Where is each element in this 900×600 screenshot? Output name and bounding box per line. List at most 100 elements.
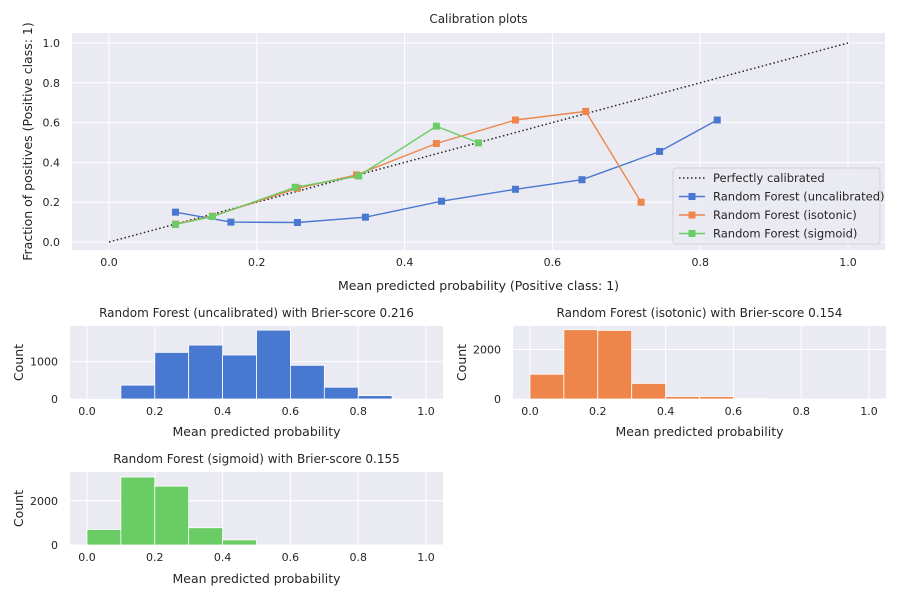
x-tick-label: 0.8	[792, 405, 810, 418]
data-point	[227, 218, 235, 226]
legend-swatch-marker	[688, 193, 696, 200]
x-tick-label: 0.2	[248, 256, 266, 269]
y-tick-label: 0	[494, 393, 501, 406]
x-tick-label: 0.2	[146, 551, 164, 564]
y-axis-label: Fraction of positives (Positive class: 1…	[20, 22, 35, 261]
x-tick-label: 0.4	[396, 256, 414, 269]
y-tick-label: 0.2	[43, 196, 61, 209]
x-tick-label: 0.4	[214, 551, 232, 564]
histogram-bar	[120, 384, 156, 400]
bars	[529, 329, 768, 400]
x-tick-label: 0.6	[725, 405, 743, 418]
data-point	[637, 198, 645, 206]
histogram-sigmoid: 0.0 0.2 0.4 0.6 0.8 1.0 0 2000 Random Forest (si…	[11, 452, 443, 586]
histogram-bar	[154, 351, 190, 400]
y-tick-label: 0	[51, 393, 58, 406]
histogram-bar	[563, 329, 599, 400]
histogram-bar	[188, 527, 223, 546]
x-axis-label: Mean predicted probability	[616, 424, 785, 439]
legend-box	[672, 167, 881, 245]
y-tick-label: 2000	[473, 344, 501, 357]
data-point	[171, 208, 179, 216]
data-point	[656, 147, 664, 155]
histogram-bar	[665, 396, 700, 400]
x-tick-label: 1.0	[860, 405, 878, 418]
y-axis-label: Count	[454, 344, 469, 381]
histogram-bar	[529, 373, 565, 400]
x-tick-label: 0.6	[282, 551, 300, 564]
histogram-bar	[290, 364, 325, 400]
data-point	[293, 219, 301, 227]
data-point	[582, 107, 590, 115]
y-tick-label: 0.4	[43, 156, 61, 169]
data-point	[432, 122, 440, 130]
legend-label: Random Forest (sigmoid)	[713, 227, 857, 241]
calibration-plot: 0.0 0.2 0.4 0.6 0.8 1.0 0.0 0.2 0.4 0.6 0.8 1.0 Cali…	[20, 12, 885, 293]
data-point	[361, 213, 369, 221]
data-point	[171, 221, 179, 229]
x-tick-label: 0.8	[349, 551, 367, 564]
legend-swatch-marker	[688, 230, 696, 237]
x-axis-label: Mean predicted probability	[173, 424, 342, 439]
y-tick-label: 2000	[30, 495, 58, 508]
histogram-bar	[631, 383, 666, 400]
chart-title: Random Forest (isotonic) with Brier-scor…	[557, 306, 843, 320]
data-point	[511, 185, 519, 193]
y-tick-label: 0.6	[43, 117, 61, 130]
histogram-bar	[357, 395, 393, 400]
x-axis-label: Mean predicted probability (Positive cla…	[338, 278, 619, 293]
x-tick-label: 0.2	[146, 405, 164, 418]
data-point	[713, 116, 721, 124]
x-tick-label: 0.4	[657, 405, 675, 418]
x-tick-label: 1.0	[417, 551, 435, 564]
legend-swatch-marker	[688, 211, 696, 219]
x-tick-label: 0.6	[282, 405, 300, 418]
data-point	[578, 176, 586, 184]
histogram-bar	[154, 485, 190, 546]
series-3	[171, 122, 482, 229]
y-tick-label: 0	[51, 539, 58, 552]
bars	[86, 476, 257, 546]
chart-title: Random Forest (sigmoid) with Brier-score…	[113, 452, 400, 466]
chart-title: Calibration plots	[429, 12, 527, 26]
histogram-bar	[323, 386, 359, 400]
histogram-bar	[699, 396, 734, 400]
data-point	[208, 213, 216, 221]
legend-label: Perfectly calibrated	[713, 171, 825, 185]
y-axis-label: Count	[11, 344, 26, 381]
data-point	[475, 139, 482, 147]
y-tick-label: 1.0	[43, 37, 61, 50]
x-tick-label: 1.0	[417, 405, 435, 418]
data-point	[291, 183, 299, 191]
histogram-bar	[222, 354, 257, 400]
histogram-bar	[256, 329, 291, 400]
x-axis-label: Mean predicted probability	[173, 571, 342, 586]
x-tick-label: 0.2	[589, 405, 607, 418]
x-tick-label: 0.0	[78, 405, 96, 418]
x-tick-label: 0.0	[78, 551, 96, 564]
legend: Perfectly calibrated Random Forest (uncal…	[672, 167, 884, 245]
x-tick-label: 1.0	[839, 256, 857, 269]
histogram-bar	[188, 344, 223, 400]
histogram-isotonic: 0.0 0.2 0.4 0.6 0.8 1.0 0 2000 Random Forest (is…	[454, 306, 886, 439]
x-tick-label: 0.4	[214, 405, 232, 418]
histogram-bar	[597, 330, 633, 400]
x-tick-label: 0.8	[691, 256, 709, 269]
y-tick-label: 0.0	[43, 236, 61, 249]
x-tick-label: 0.6	[544, 256, 562, 269]
y-tick-label: 0.8	[43, 77, 61, 90]
series-line	[175, 125, 479, 226]
x-tick-label: 0.0	[521, 405, 539, 418]
data-point	[511, 116, 519, 124]
y-axis-label: Count	[11, 490, 26, 527]
data-point	[355, 172, 363, 180]
histogram-bar	[86, 529, 122, 546]
histogram-bar	[86, 397, 122, 400]
legend-label: Random Forest (isotonic)	[713, 208, 857, 222]
series-1	[171, 116, 721, 227]
histogram-bar	[222, 539, 257, 546]
legend-label: Random Forest (uncalibrated)	[713, 190, 884, 204]
histogram-bar	[120, 476, 156, 546]
x-tick-label: 0.0	[100, 256, 118, 269]
